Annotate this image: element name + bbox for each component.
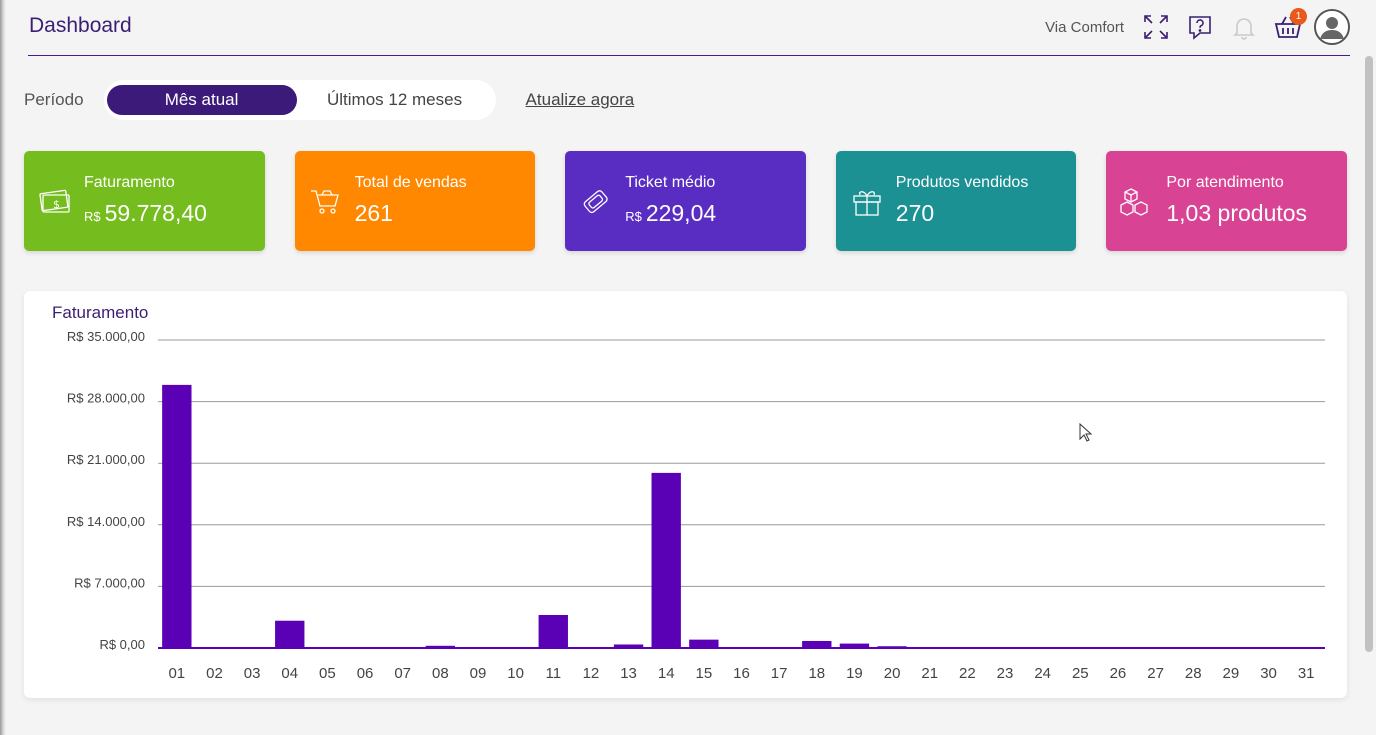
top-header: Dashboard Via Comfort 1 [28, 0, 1350, 56]
kpi-value: 1,03 produtos [1166, 200, 1308, 226]
kpi-card-produtos-vendidos[interactable]: Produtos vendidos 270 [835, 151, 1077, 251]
kpi-card-total-vendas[interactable]: Total de vendas 261 [294, 151, 536, 251]
currency-symbol: R$ [625, 209, 642, 224]
kpi-value: 261 [354, 200, 393, 226]
bar-day-01[interactable] [162, 384, 192, 648]
scrollbar-thumb[interactable] [1365, 56, 1373, 652]
y-tick-label: R$ 14.000,00 [67, 514, 145, 529]
x-tick-label: 07 [394, 665, 411, 682]
y-tick-label: R$ 7.000,00 [74, 575, 145, 590]
x-tick-label: 14 [658, 665, 675, 682]
x-tick-label: 22 [959, 665, 976, 682]
basket-icon[interactable]: 1 [1273, 8, 1307, 42]
period-toggle: Mês atual Últimos 12 meses [103, 80, 496, 120]
x-tick-label: 01 [168, 665, 185, 682]
bar-day-04[interactable] [275, 620, 305, 648]
kpi-value: R$ 229,04 [625, 200, 716, 227]
x-tick-label: 04 [281, 665, 298, 682]
period-filter: Período Mês atual Últimos 12 meses Atual… [24, 80, 634, 120]
y-tick-label: R$ 21.000,00 [67, 452, 145, 467]
kpi-card-ticket-medio[interactable]: Ticket médio R$ 229,04 [565, 151, 806, 251]
x-tick-label: 21 [921, 665, 938, 682]
x-tick-label: 13 [620, 665, 637, 682]
bar-day-18[interactable] [802, 640, 832, 648]
x-tick-label: 25 [1072, 665, 1089, 682]
x-tick-label: 15 [696, 665, 713, 682]
help-icon[interactable] [1185, 12, 1215, 42]
kpi-card-por-atendimento[interactable]: Por atendimento 1,03 produtos [1106, 151, 1347, 251]
bar-day-19[interactable] [839, 643, 870, 648]
kpi-label: Produtos vendidos [895, 174, 1029, 191]
x-tick-label: 12 [583, 665, 600, 682]
x-tick-label: 02 [206, 665, 223, 682]
bar-day-11[interactable] [538, 615, 568, 648]
kpi-value: 270 [895, 200, 935, 226]
kpi-value-number: 59.778,40 [104, 200, 207, 226]
x-tick-label: 05 [319, 665, 336, 682]
kpi-value-number: 229,04 [645, 200, 717, 226]
fullscreen-icon[interactable] [1141, 12, 1171, 42]
x-tick-label: 27 [1147, 665, 1164, 682]
revenue-chart-card: Faturamento R$ 0,00 R$ 7.000,00 R$ 14.000,… [24, 291, 1347, 698]
bar-day-15[interactable] [689, 639, 719, 648]
kpi-value: R$ 59.778,40 [84, 200, 207, 227]
ticket-icon [579, 185, 613, 219]
x-tick-label: 16 [733, 665, 750, 682]
kpi-label: Total de vendas [354, 174, 467, 191]
kpi-cards: $ Faturamento R$ 59.778,40 Total de venda… [24, 151, 1347, 251]
y-tick-label: R$ 0,00 [99, 637, 145, 652]
x-tick-label: 30 [1260, 665, 1277, 682]
y-tick-label: R$ 35.000,00 [67, 329, 145, 344]
window-edge [0, 0, 6, 735]
x-tick-label: 26 [1110, 665, 1127, 682]
x-tick-label: 17 [771, 665, 788, 682]
bar-day-14[interactable] [651, 472, 681, 648]
x-tick-label: 08 [432, 665, 449, 682]
x-tick-label: 06 [357, 665, 374, 682]
bell-icon[interactable] [1229, 12, 1259, 42]
x-tick-label: 29 [1223, 665, 1240, 682]
refresh-link[interactable]: Atualize agora [525, 90, 635, 109]
page-title: Dashboard [29, 14, 132, 37]
y-tick-label: R$ 28.000,00 [67, 391, 145, 406]
period-option-last-12-months[interactable]: Últimos 12 meses [326, 90, 463, 109]
revenue-bar-chart: R$ 0,00 R$ 7.000,00 R$ 14.000,00 R$ 21.000,… [67, 329, 1325, 682]
money-icon: $ [38, 185, 72, 219]
x-tick-label: 19 [846, 665, 863, 682]
x-tick-label: 09 [470, 665, 487, 682]
kpi-label: Faturamento [84, 174, 175, 191]
cart-count-badge: 1 [1290, 8, 1307, 25]
x-tick-label: 18 [808, 665, 825, 682]
kpi-label: Por atendimento [1166, 174, 1284, 191]
x-tick-label: 23 [997, 665, 1014, 682]
period-option-current-month[interactable]: Mês atual [106, 85, 297, 115]
x-tick-label: 10 [507, 665, 524, 682]
gift-icon [850, 185, 884, 219]
kpi-label: Ticket médio [625, 174, 716, 191]
store-name[interactable]: Via Comfort [1045, 18, 1124, 36]
x-tick-label: 20 [884, 665, 901, 682]
scrollbar[interactable] [1362, 0, 1376, 735]
header-actions: Via Comfort 1 [1045, 8, 1350, 46]
boxes-icon [1120, 185, 1154, 219]
x-tick-label: 31 [1298, 665, 1315, 682]
x-tick-label: 28 [1185, 665, 1202, 682]
x-tick-label: 11 [545, 665, 561, 682]
cart-icon [309, 185, 343, 219]
kpi-card-faturamento[interactable]: $ Faturamento R$ 59.778,40 [24, 151, 265, 251]
bar-day-08[interactable] [425, 645, 456, 648]
chart-title: Faturamento [52, 303, 149, 322]
currency-symbol: R$ [84, 209, 101, 224]
svg-text:$: $ [53, 198, 60, 211]
bar-day-13[interactable] [613, 644, 644, 648]
x-tick-label: 03 [244, 665, 261, 682]
period-label: Período [24, 90, 84, 109]
x-tick-label: 24 [1034, 665, 1051, 682]
mouse-cursor [1079, 422, 1093, 448]
user-avatar-icon[interactable] [1314, 9, 1350, 45]
